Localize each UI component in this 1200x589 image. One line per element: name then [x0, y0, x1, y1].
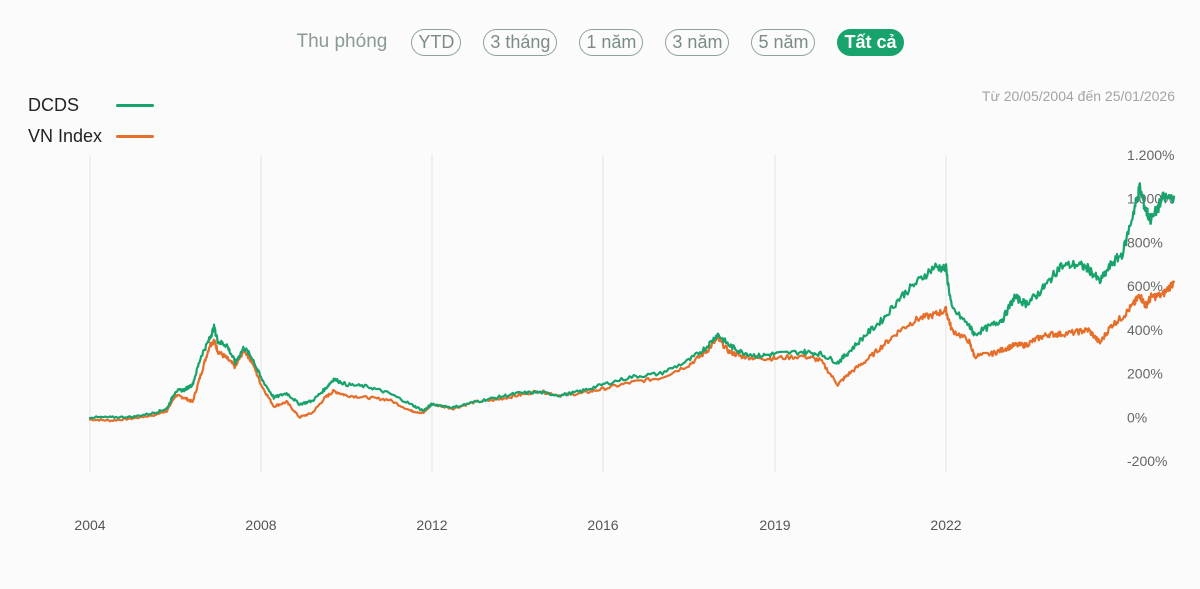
- legend-item-vnindex[interactable]: VN Index: [28, 121, 154, 152]
- series-line-vnindex[interactable]: [88, 280, 1176, 423]
- x-tick-label: 2008: [245, 517, 276, 533]
- series-line-dcds[interactable]: [88, 182, 1176, 420]
- legend-swatch-vnindex: [116, 135, 154, 138]
- date-range-label: Từ 20/05/2004 đến 25/01/2026: [981, 88, 1175, 104]
- y-tick-label: 1.200%: [1127, 147, 1174, 163]
- y-tick-label: -200%: [1127, 453, 1167, 469]
- legend-label-vnindex: VN Index: [28, 126, 103, 146]
- zoom-3-months-button[interactable]: 3 tháng: [483, 28, 558, 56]
- zoom-bar: Thu phóng YTD 3 tháng 1 năm 3 năm 5 năm …: [0, 27, 1200, 57]
- zoom-3-years-button[interactable]: 3 năm: [665, 28, 730, 56]
- x-tick-label: 2019: [759, 517, 790, 533]
- x-tick-label: 2016: [587, 517, 618, 533]
- x-tick-label: 2022: [930, 517, 961, 533]
- legend-swatch-dcds: [116, 104, 154, 107]
- zoom-ytd-button[interactable]: YTD: [411, 28, 462, 56]
- x-tick-label: 2004: [74, 517, 105, 533]
- zoom-all-button[interactable]: Tất cả: [837, 28, 904, 56]
- x-tick-label: 2012: [416, 517, 447, 533]
- zoom-1-year-button[interactable]: 1 năm: [579, 28, 644, 56]
- zoom-label: Thu phóng: [296, 31, 388, 52]
- y-tick-label: 800%: [1127, 234, 1163, 250]
- zoom-5-years-button[interactable]: 5 năm: [751, 28, 816, 56]
- legend-label-dcds: DCDS: [28, 95, 80, 115]
- y-tick-label: 600%: [1127, 278, 1163, 294]
- legend-item-dcds[interactable]: DCDS: [28, 90, 154, 121]
- y-tick-label: 200%: [1127, 366, 1163, 382]
- chart-legend: DCDS VN Index: [28, 90, 154, 152]
- y-tick-label: 0%: [1127, 409, 1147, 425]
- y-tick-label: 400%: [1127, 322, 1163, 338]
